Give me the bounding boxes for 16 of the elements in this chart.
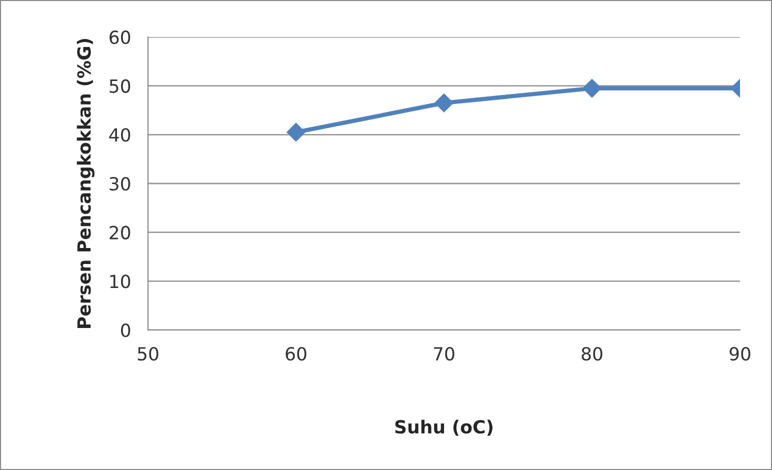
x-tick-label: 90 [730, 346, 750, 361]
y-tick-label: 20 [110, 226, 130, 240]
y-tick-label: 50 [110, 79, 130, 93]
x-tick-label: 70 [434, 346, 454, 361]
y-axis-title: Persen Pencangkokkan (%G) [76, 38, 94, 328]
x-tick-label: 80 [582, 346, 602, 361]
point [286, 122, 306, 142]
y-tick-label: 30 [110, 176, 130, 191]
y-tick-label: 40 [109, 128, 130, 142]
x-tick-label: 50 [138, 346, 158, 361]
y-tick-label: 10 [110, 274, 130, 288]
x-tick-label: 60 [286, 346, 306, 361]
x-axis-title: Suhu (oC) [395, 420, 492, 436]
point [434, 94, 454, 112]
y-tick-label: 0 [121, 323, 130, 338]
y-tick-label: 60 [110, 30, 130, 44]
